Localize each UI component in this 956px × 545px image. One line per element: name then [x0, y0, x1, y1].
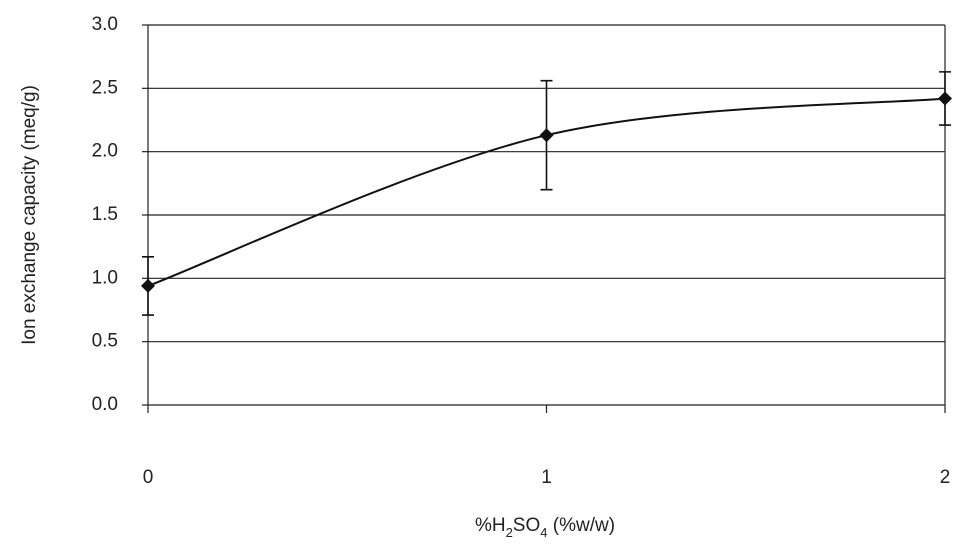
x-tick-label: 0 [143, 467, 154, 488]
x-tick-label: 2 [940, 467, 951, 488]
x-tick-label: 1 [541, 467, 552, 488]
x-axis-label-part: 4 [540, 525, 547, 540]
y-tick-label: 2.0 [92, 141, 118, 162]
y-tick-label: 0.0 [92, 394, 118, 415]
x-axis-label: %H2SO4 (%w/w) [475, 515, 615, 540]
y-tick-label: 1.5 [92, 204, 118, 225]
x-axis-label-part: 2 [506, 525, 513, 540]
x-axis-label-part: %H [475, 515, 506, 536]
data-point [938, 91, 952, 105]
data-point [141, 279, 155, 293]
x-axis-label-part: (%w/w) [547, 515, 615, 536]
x-axis-label-part: SO [513, 515, 540, 536]
y-tick-label: 0.5 [92, 331, 118, 352]
y-tick-label: 3.0 [92, 14, 118, 35]
y-tick-label: 1.0 [92, 267, 118, 288]
data-point [540, 128, 554, 142]
y-axis-label: Ion exchange capacity (meq/g) [19, 85, 40, 345]
y-tick-label: 2.5 [92, 77, 118, 98]
chart: Ion exchange capacity (meq/g) %H2SO4 (%w… [0, 0, 956, 545]
